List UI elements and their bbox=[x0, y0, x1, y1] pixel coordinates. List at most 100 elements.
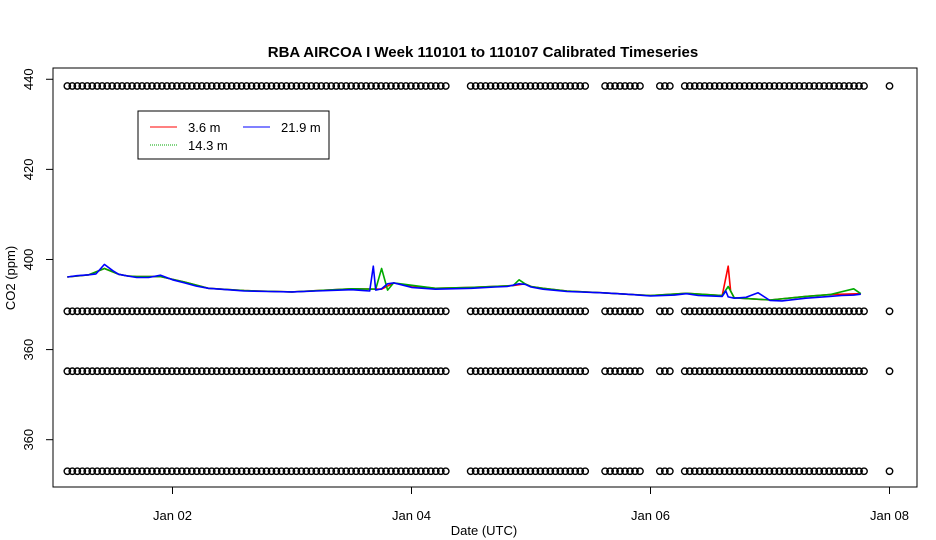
status-marker-r0-119 bbox=[715, 82, 724, 90]
status-marker-r2-65 bbox=[387, 367, 395, 376]
status-marker-r2-78 bbox=[471, 367, 480, 376]
status-marker-r1-146 bbox=[850, 307, 858, 316]
status-marker-r3-103 bbox=[611, 467, 619, 476]
status-marker-r1-57 bbox=[347, 307, 356, 316]
status-marker-r0-18 bbox=[153, 82, 161, 90]
status-marker-r1-5 bbox=[88, 307, 97, 316]
status-marker-r3-125 bbox=[745, 467, 754, 476]
status-marker-r0-120 bbox=[720, 82, 729, 90]
status-marker-r3-88 bbox=[521, 467, 530, 476]
y-tick-label-2: 400 bbox=[21, 249, 36, 271]
status-marker-r0-118 bbox=[710, 82, 719, 90]
status-marker-r0-113 bbox=[685, 82, 694, 90]
status-marker-r0-36 bbox=[242, 82, 251, 90]
status-marker-r2-96 bbox=[561, 367, 570, 376]
status-marker-r3-145 bbox=[845, 467, 853, 476]
status-marker-r0-142 bbox=[830, 82, 839, 90]
status-marker-r3-2 bbox=[73, 467, 82, 476]
status-marker-r2-129 bbox=[765, 367, 774, 376]
status-marker-r0-60 bbox=[362, 82, 370, 90]
status-marker-r1-16 bbox=[143, 307, 151, 316]
status-marker-r3-98 bbox=[571, 467, 580, 476]
status-marker-r3-6 bbox=[93, 467, 102, 476]
status-marker-r1-91 bbox=[536, 307, 545, 316]
status-marker-r3-47 bbox=[297, 467, 306, 476]
status-marker-r0-132 bbox=[780, 82, 789, 90]
status-marker-r1-143 bbox=[835, 307, 844, 316]
status-marker-r1-88 bbox=[521, 307, 530, 316]
status-marker-r1-18 bbox=[153, 307, 161, 316]
status-marker-r2-46 bbox=[292, 367, 301, 376]
status-marker-r1-129 bbox=[765, 307, 774, 316]
status-marker-r3-44 bbox=[282, 467, 291, 476]
status-marker-r3-80 bbox=[481, 467, 490, 476]
status-marker-r3-135 bbox=[795, 467, 804, 476]
status-marker-r0-66 bbox=[392, 82, 400, 90]
y-tick-label-4: 360 bbox=[21, 429, 36, 451]
status-marker-r3-146 bbox=[850, 467, 858, 476]
status-marker-r2-38 bbox=[252, 367, 261, 376]
status-marker-r2-103 bbox=[611, 367, 619, 376]
status-marker-r2-42 bbox=[272, 367, 281, 376]
status-marker-r1-29 bbox=[207, 307, 216, 316]
status-marker-r2-55 bbox=[337, 367, 346, 376]
status-marker-r3-138 bbox=[810, 467, 819, 476]
status-marker-r0-39 bbox=[257, 82, 266, 90]
status-marker-r3-34 bbox=[232, 467, 241, 476]
status-marker-r1-35 bbox=[237, 307, 246, 316]
status-marker-r2-140 bbox=[820, 367, 829, 376]
status-marker-r3-74 bbox=[431, 467, 440, 476]
status-marker-r0-61 bbox=[367, 82, 375, 90]
status-marker-r1-130 bbox=[770, 307, 779, 316]
status-marker-r1-103 bbox=[611, 307, 619, 316]
status-marker-r3-121 bbox=[725, 467, 734, 476]
status-marker-r1-53 bbox=[327, 307, 336, 316]
status-marker-r3-143 bbox=[835, 467, 844, 476]
status-marker-r1-131 bbox=[775, 307, 784, 316]
status-marker-r0-71 bbox=[416, 82, 425, 90]
status-marker-r2-51 bbox=[317, 367, 326, 376]
status-marker-r1-92 bbox=[541, 307, 550, 316]
status-marker-r3-52 bbox=[322, 467, 331, 476]
status-marker-r1-132 bbox=[780, 307, 789, 316]
status-marker-r1-85 bbox=[506, 307, 515, 316]
status-marker-r1-136 bbox=[800, 307, 809, 316]
status-marker-r1-137 bbox=[805, 307, 814, 316]
status-marker-r3-28 bbox=[202, 467, 211, 476]
status-marker-r1-61 bbox=[367, 307, 375, 316]
status-marker-r2-83 bbox=[496, 367, 505, 376]
status-marker-r2-118 bbox=[710, 367, 719, 376]
status-marker-r2-110 bbox=[660, 367, 669, 376]
status-marker-r2-56 bbox=[342, 367, 351, 376]
status-marker-r0-28 bbox=[202, 82, 211, 90]
status-marker-r2-48 bbox=[302, 367, 311, 376]
status-marker-r1-108 bbox=[636, 307, 644, 316]
status-marker-r0-8 bbox=[103, 82, 112, 90]
status-marker-r2-148 bbox=[860, 367, 868, 376]
status-marker-r2-67 bbox=[397, 367, 405, 376]
status-marker-r2-23 bbox=[177, 367, 186, 376]
status-marker-r0-92 bbox=[541, 82, 550, 90]
status-marker-r1-45 bbox=[287, 307, 296, 316]
status-marker-r3-70 bbox=[411, 467, 420, 476]
status-marker-r2-143 bbox=[835, 367, 844, 376]
status-marker-r0-49 bbox=[307, 82, 316, 90]
status-marker-r0-134 bbox=[790, 82, 799, 90]
status-marker-r1-1 bbox=[68, 307, 77, 316]
status-marker-r1-138 bbox=[810, 307, 819, 316]
status-marker-r0-133 bbox=[785, 82, 794, 90]
status-marker-r0-25 bbox=[187, 82, 196, 90]
status-marker-r2-66 bbox=[392, 367, 400, 376]
status-marker-r0-123 bbox=[735, 82, 744, 90]
status-marker-r3-38 bbox=[252, 467, 261, 476]
status-marker-r3-36 bbox=[242, 467, 251, 476]
status-marker-r0-88 bbox=[521, 82, 530, 90]
status-marker-r2-76 bbox=[441, 367, 450, 376]
status-marker-r2-26 bbox=[192, 367, 201, 376]
status-marker-r3-22 bbox=[172, 467, 181, 476]
status-marker-r0-27 bbox=[197, 82, 206, 90]
status-marker-r0-70 bbox=[411, 82, 420, 90]
status-marker-r2-6 bbox=[93, 367, 102, 376]
status-marker-r3-94 bbox=[551, 467, 560, 476]
status-marker-r3-59 bbox=[357, 467, 366, 476]
